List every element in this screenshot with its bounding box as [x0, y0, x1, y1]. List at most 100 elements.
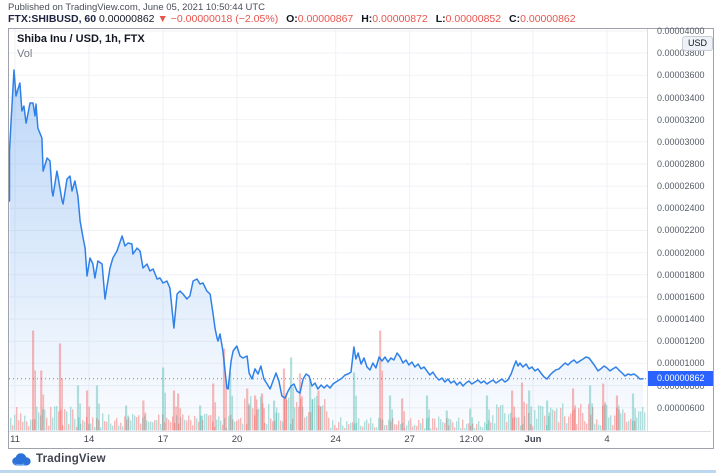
volume-bar [354, 423, 356, 431]
price-tick-label: 0.00000600 [657, 402, 705, 413]
volume-bar [556, 408, 558, 431]
volume-bar [208, 415, 210, 431]
volume-spike-bar [214, 402, 217, 431]
volume-bar [422, 418, 424, 431]
volume-bar [384, 425, 386, 431]
volume-bar [560, 407, 562, 431]
volume-bar [592, 407, 594, 431]
volume-bar [464, 428, 466, 431]
volume-bar [604, 404, 606, 431]
volume-bar [350, 422, 352, 431]
volume-bar [36, 406, 38, 431]
volume-bar [622, 409, 624, 431]
volume-bar [510, 412, 512, 431]
volume-bar [616, 407, 618, 431]
volume-bar [632, 420, 634, 431]
volume-bar [574, 408, 576, 431]
volume-bar [226, 427, 228, 431]
volume-bar [266, 424, 268, 431]
volume-bar [508, 414, 510, 431]
volume-bar [542, 406, 544, 431]
volume-bar [304, 417, 306, 431]
price-chart-plot[interactable] [9, 29, 647, 431]
volume-spike-bar [61, 378, 63, 431]
volume-spike-bar [199, 405, 202, 431]
volume-bar [348, 424, 350, 431]
volume-bar [468, 423, 470, 431]
volume-bar [276, 407, 278, 431]
price-line [9, 69, 644, 399]
volume-bar [18, 420, 20, 431]
price-tick-label: 0.00001800 [657, 269, 705, 280]
volume-bar [72, 409, 74, 431]
price-axis[interactable]: USD 0.00000862 0.00004000 0.00003800 0.000… [647, 26, 714, 431]
volume-bar [572, 410, 574, 431]
volume-bar [418, 419, 420, 431]
published-caption: Published on TradingView.com, June 05, 2… [8, 2, 266, 13]
volume-bar [440, 419, 442, 431]
volume-spike-bar [530, 406, 533, 431]
volume-bar [524, 416, 526, 431]
price-tick-label: 0.00002400 [657, 203, 705, 214]
volume-bar [136, 417, 138, 431]
volume-bar [420, 423, 422, 431]
time-tick-label: 12:00 [459, 434, 484, 445]
volume-bar [100, 427, 102, 431]
volume-bar [408, 420, 410, 431]
volume-bar [258, 408, 260, 431]
volume-bar [540, 405, 542, 431]
volume-bar [552, 409, 554, 431]
volume-bar [570, 413, 572, 431]
volume-bar [638, 411, 640, 431]
volume-bar [374, 427, 376, 431]
volume-bar [620, 413, 622, 431]
volume-bar [568, 416, 570, 431]
volume-spike-bar [212, 383, 215, 431]
volume-bar [500, 405, 502, 431]
volume-bar [298, 406, 300, 431]
volume-bar [530, 424, 532, 431]
tradingview-logo[interactable]: TradingView [12, 450, 106, 468]
volume-bar [476, 424, 478, 431]
volume-spike-bar [520, 382, 524, 431]
volume-spike-bar [488, 409, 490, 431]
volume-bar [154, 420, 156, 431]
volume-bar [130, 420, 132, 431]
volume-bar [218, 416, 220, 431]
volume-bar [360, 425, 362, 431]
volume-spike-bar [254, 395, 257, 431]
volume-bar [222, 424, 224, 431]
volume-bar [512, 417, 514, 431]
volume-spike-bar [513, 406, 516, 431]
volume-spike-bar [142, 400, 145, 431]
volume-bar [454, 427, 456, 431]
volume-bar [286, 399, 288, 431]
volume-bar [318, 405, 320, 431]
volume-bar [166, 417, 168, 431]
volume-bar [264, 423, 266, 431]
volume-bar [494, 423, 496, 431]
volume-bar [112, 425, 114, 431]
time-axis[interactable]: 11 14 17 20 24 27 12:00 Jun 4 [9, 431, 711, 447]
volume-bar [598, 424, 600, 431]
volume-bar [62, 425, 64, 431]
volume-bar [450, 419, 452, 431]
volume-bar [60, 409, 62, 431]
volume-bar [326, 411, 328, 431]
volume-spike-bar [401, 398, 404, 431]
volume-bar [176, 415, 178, 431]
volume-bar [498, 407, 500, 431]
volume-spike-bar [425, 395, 429, 431]
volume-spike-bar [125, 405, 128, 431]
volume-bar [608, 417, 610, 431]
volume-bar [356, 422, 358, 431]
price-tick-label: 0.00001200 [657, 336, 705, 347]
volume-spike-bar [32, 330, 35, 431]
volume-bar [98, 419, 100, 431]
volume-bar [312, 399, 314, 431]
price-tick-label: 0.00001400 [657, 314, 705, 325]
volume-bar [182, 414, 184, 431]
volume-spike-bar [391, 409, 393, 431]
volume-bar [248, 403, 250, 431]
volume-bar [412, 426, 414, 431]
